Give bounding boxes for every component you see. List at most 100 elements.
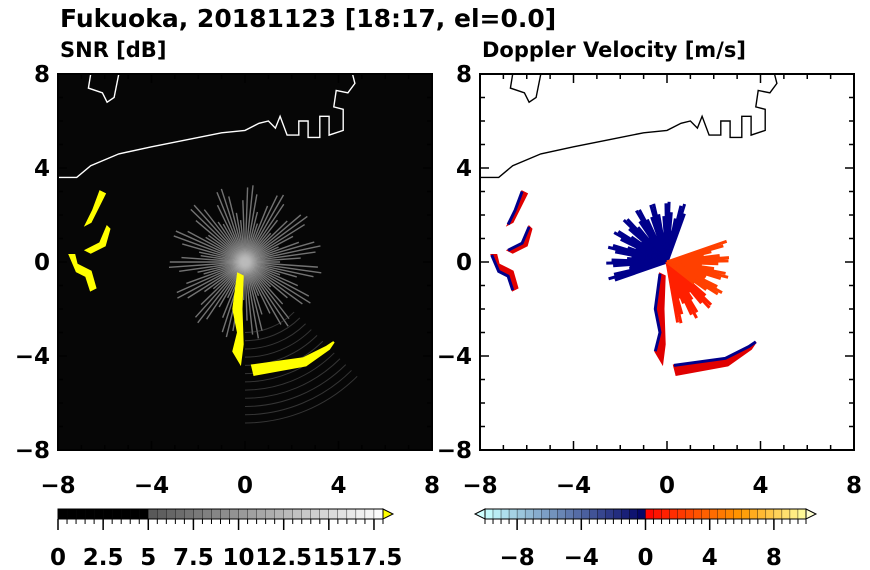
colorbar-cell (130, 508, 140, 520)
velocity-ray-negative (614, 260, 668, 282)
colorbar-cell (319, 508, 329, 520)
sidelobe-ring (244, 364, 347, 408)
colorbar-cell (749, 508, 759, 520)
colorbar-cell (709, 508, 718, 520)
clutter-ray (244, 261, 282, 325)
echo-west-3-negative (490, 254, 515, 291)
colorbar-cell (581, 508, 590, 520)
colorbar-cell (84, 508, 95, 520)
colorbar-cell (500, 508, 510, 520)
colorbar-cell (661, 508, 670, 520)
colorbar-cell (717, 508, 726, 520)
colorbar-cell (765, 508, 775, 520)
colorbar-label: 4 (702, 545, 718, 570)
coastline-peninsula (87, 73, 120, 104)
clutter-ray (244, 245, 321, 263)
clutter-ray (244, 261, 290, 320)
clutter-ray (179, 261, 246, 272)
colorbar-cell (637, 508, 646, 520)
snr-panel-title: SNR [dB] (60, 38, 166, 62)
colorbar-cell (797, 508, 807, 520)
clutter-ray (181, 256, 246, 263)
x-tick-label: 8 (846, 473, 862, 499)
y-tick-label: 0 (34, 250, 50, 276)
colorbar-cell (247, 508, 257, 520)
sidelobe-ring (244, 358, 341, 399)
y-tick-label: 4 (456, 156, 472, 182)
sidelobe-ring (244, 329, 312, 358)
colorbar-cell (573, 508, 582, 520)
clutter-ray (244, 187, 249, 263)
colorbar-cell (484, 508, 494, 520)
colorbar-cell (524, 508, 534, 520)
colorbar-cell (193, 508, 203, 520)
y-tick-label: 8 (456, 62, 472, 88)
colorbar-cell (310, 508, 320, 520)
clutter-ray (242, 200, 246, 263)
colorbar-extend-min (473, 508, 486, 520)
sidelobe-ring (244, 317, 301, 342)
clutter-ray (244, 215, 308, 263)
x-tick-label: 0 (237, 473, 253, 499)
coastline (58, 73, 356, 179)
clutter-ray (177, 261, 246, 299)
clutter-ray (193, 204, 246, 263)
velocity-panel-title: Doppler Velocity [m/s] (482, 38, 746, 62)
colorbar-cell (157, 508, 167, 520)
colorbar-cell (220, 508, 230, 520)
y-tick-label: −4 (437, 344, 472, 370)
colorbar-label: 8 (766, 545, 782, 570)
echo-south-line (232, 272, 244, 367)
clutter-ray (182, 243, 246, 263)
clutter-ray (244, 223, 305, 263)
clutter-ray (197, 261, 246, 324)
colorbar-cell (773, 508, 783, 520)
clutter-ray (206, 261, 246, 320)
clutter-ray (187, 230, 246, 263)
colorbar-cell (685, 508, 694, 520)
clutter-ray (203, 209, 246, 263)
x-tick-label: −8 (462, 473, 497, 499)
velocity-panel: −8 −4 0 4 8 8 4 0 −4 −8 −8 −4 0 4 8 (437, 62, 862, 570)
colorbar-cell (202, 508, 212, 520)
colorbar-cell (741, 508, 750, 520)
colorbar-cell (175, 508, 185, 520)
colorbar-cell (597, 508, 606, 520)
clutter-ray (190, 208, 246, 263)
colorbar-cell (166, 508, 176, 520)
y-tick-label: −8 (437, 438, 472, 464)
clutter-ray (194, 261, 246, 318)
colorbar-cell (57, 508, 68, 520)
colorbar-cell (184, 508, 194, 520)
colorbar-cell (373, 508, 384, 520)
sidelobe-ring (244, 370, 352, 416)
clutter-ray (186, 261, 246, 285)
y-tick-label: −4 (15, 344, 50, 370)
clutter-ray (200, 261, 246, 306)
colorbar-cell (621, 508, 630, 520)
clutter-ray (187, 261, 246, 299)
clutter-ray (176, 261, 246, 294)
colorbar-cell (789, 508, 799, 520)
clutter-ray (244, 261, 260, 339)
clutter-ray (244, 261, 289, 327)
colorbar-cell (725, 508, 734, 520)
colorbar-cell (75, 508, 86, 520)
colorbar-cell (693, 508, 702, 520)
colorbar-cell (677, 508, 686, 520)
clutter-ray (221, 261, 246, 333)
colorbar-cell (148, 508, 158, 520)
colorbar-cell (256, 508, 266, 520)
clutter-ray (220, 188, 246, 263)
colorbar-cell (669, 508, 678, 520)
echo-west-1-negative (506, 190, 524, 226)
x-tick-label: −4 (556, 473, 591, 499)
clutter-ray (195, 220, 246, 263)
x-tick-label: 8 (424, 473, 440, 499)
clutter-ray (244, 261, 318, 268)
colorbar-cell (757, 508, 767, 520)
colorbar-cell (645, 508, 654, 520)
clutter-ray (244, 214, 302, 263)
clutter-ray (244, 261, 254, 335)
